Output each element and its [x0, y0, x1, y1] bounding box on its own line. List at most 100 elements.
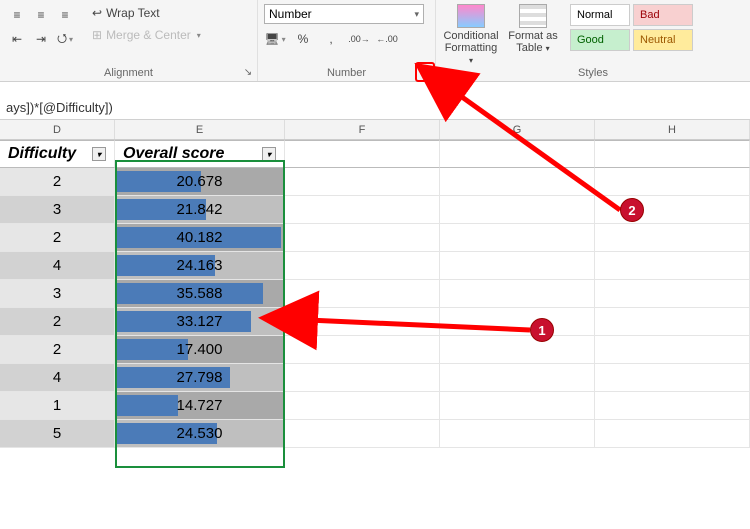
cell-score[interactable]: 27.798: [115, 364, 285, 392]
cell-score[interactable]: 14.727: [115, 392, 285, 420]
cell-difficulty[interactable]: 2: [0, 336, 115, 364]
cell-score[interactable]: 35.588: [115, 280, 285, 308]
col-header-f[interactable]: F: [285, 120, 440, 139]
empty-cell[interactable]: [440, 280, 595, 308]
cell-score[interactable]: 24.163: [115, 252, 285, 280]
empty-cell[interactable]: [440, 336, 595, 364]
style-good[interactable]: Good: [570, 29, 630, 51]
cell-difficulty[interactable]: 2: [0, 224, 115, 252]
empty-cell[interactable]: [440, 364, 595, 392]
empty-cell[interactable]: [440, 196, 595, 224]
empty-cell[interactable]: [285, 364, 440, 392]
percent-icon[interactable]: %: [292, 28, 314, 50]
empty-cell[interactable]: [285, 280, 440, 308]
empty-cell[interactable]: [285, 140, 440, 168]
empty-cell[interactable]: [595, 252, 750, 280]
alignment-dialog-launcher[interactable]: ↘: [241, 65, 255, 79]
empty-cell[interactable]: [595, 336, 750, 364]
empty-cell[interactable]: [440, 224, 595, 252]
empty-cell[interactable]: [440, 308, 595, 336]
header-overall[interactable]: Overall score ▾: [115, 140, 285, 168]
cell-styles-gallery[interactable]: Normal Bad Good Neutral: [570, 4, 693, 51]
header-difficulty-label: Difficulty: [8, 145, 76, 163]
accounting-format-icon[interactable]: 🖥: [264, 28, 286, 50]
merge-center-button[interactable]: ⊞ Merge & Center: [88, 26, 205, 44]
empty-cell[interactable]: [285, 224, 440, 252]
empty-cell[interactable]: [595, 140, 750, 168]
col-header-e[interactable]: E: [115, 120, 285, 139]
col-header-h[interactable]: H: [595, 120, 750, 139]
style-normal[interactable]: Normal: [570, 4, 630, 26]
cell-score[interactable]: 17.400: [115, 336, 285, 364]
empty-cell[interactable]: [440, 140, 595, 168]
cell-difficulty[interactable]: 4: [0, 252, 115, 280]
filter-button-difficulty[interactable]: ▾: [92, 147, 106, 161]
cf-l2: Formatting: [445, 42, 498, 54]
empty-cell[interactable]: [285, 168, 440, 196]
score-value: 40.182: [177, 229, 223, 246]
cell-score[interactable]: 21.842: [115, 196, 285, 224]
style-bad[interactable]: Bad: [633, 4, 693, 26]
empty-cell[interactable]: [440, 420, 595, 448]
empty-cell[interactable]: [440, 252, 595, 280]
header-overall-label: Overall score: [123, 145, 224, 163]
ribbon-group-styles: ConditionalFormatting ▾ Format asTable ▾…: [436, 0, 750, 81]
cell-score[interactable]: 20.678: [115, 168, 285, 196]
cell-difficulty[interactable]: 1: [0, 392, 115, 420]
decrease-decimal-icon[interactable]: ←.00: [376, 28, 398, 50]
empty-cell[interactable]: [285, 420, 440, 448]
empty-cell[interactable]: [595, 224, 750, 252]
cell-score[interactable]: 40.182: [115, 224, 285, 252]
wrap-text-button[interactable]: ↩ Wrap Text: [88, 4, 205, 22]
empty-cell[interactable]: [285, 392, 440, 420]
score-value: 24.163: [177, 257, 223, 274]
increase-decimal-icon[interactable]: .00→: [348, 28, 370, 50]
empty-cell[interactable]: [595, 280, 750, 308]
empty-cell[interactable]: [595, 392, 750, 420]
formula-bar[interactable]: ays])*[@Difficulty]): [0, 96, 750, 120]
number-dialog-launcher[interactable]: ↘: [415, 62, 435, 82]
score-value: 35.588: [177, 285, 223, 302]
cell-difficulty[interactable]: 2: [0, 308, 115, 336]
empty-cell[interactable]: [285, 196, 440, 224]
align-right-icon[interactable]: ≡: [54, 4, 76, 26]
empty-cell[interactable]: [440, 168, 595, 196]
number-format-select[interactable]: Number ▾: [264, 4, 424, 24]
empty-cell[interactable]: [595, 308, 750, 336]
style-neutral[interactable]: Neutral: [633, 29, 693, 51]
conditional-formatting-button[interactable]: ConditionalFormatting ▾: [442, 4, 500, 66]
format-as-table-button[interactable]: Format asTable ▾: [504, 4, 562, 54]
filter-button-overall[interactable]: ▾: [262, 147, 276, 161]
cell-difficulty[interactable]: 3: [0, 196, 115, 224]
empty-cell[interactable]: [440, 392, 595, 420]
grid[interactable]: Difficulty ▾ Overall score ▾ 220.678321.…: [0, 140, 750, 448]
cell-score[interactable]: 33.127: [115, 308, 285, 336]
col-header-d[interactable]: D: [0, 120, 115, 139]
empty-cell[interactable]: [285, 336, 440, 364]
orientation-icon[interactable]: ⭯: [54, 28, 76, 50]
comma-icon[interactable]: ,: [320, 28, 342, 50]
table-header-row: Difficulty ▾ Overall score ▾: [0, 140, 750, 168]
empty-cell[interactable]: [285, 308, 440, 336]
cell-difficulty[interactable]: 2: [0, 168, 115, 196]
empty-cell[interactable]: [285, 252, 440, 280]
col-header-g[interactable]: G: [440, 120, 595, 139]
empty-cell[interactable]: [595, 420, 750, 448]
number-format-value: Number: [269, 7, 312, 21]
ft-l2: Table: [516, 42, 542, 54]
align-center-icon[interactable]: ≡: [30, 4, 52, 26]
empty-cell[interactable]: [595, 364, 750, 392]
empty-cell[interactable]: [595, 168, 750, 196]
table-row: 2 40.182: [0, 224, 750, 252]
formula-text: ays])*[@Difficulty]): [6, 100, 113, 115]
decrease-indent-icon[interactable]: ⇤: [6, 28, 28, 50]
cell-difficulty[interactable]: 3: [0, 280, 115, 308]
cell-score[interactable]: 24.530: [115, 420, 285, 448]
cell-difficulty[interactable]: 4: [0, 364, 115, 392]
align-left-icon[interactable]: ≡: [6, 4, 28, 26]
empty-cell[interactable]: [595, 196, 750, 224]
header-difficulty[interactable]: Difficulty ▾: [0, 140, 115, 168]
cell-difficulty[interactable]: 5: [0, 420, 115, 448]
ft-l1: Format as: [508, 30, 558, 42]
increase-indent-icon[interactable]: ⇥: [30, 28, 52, 50]
